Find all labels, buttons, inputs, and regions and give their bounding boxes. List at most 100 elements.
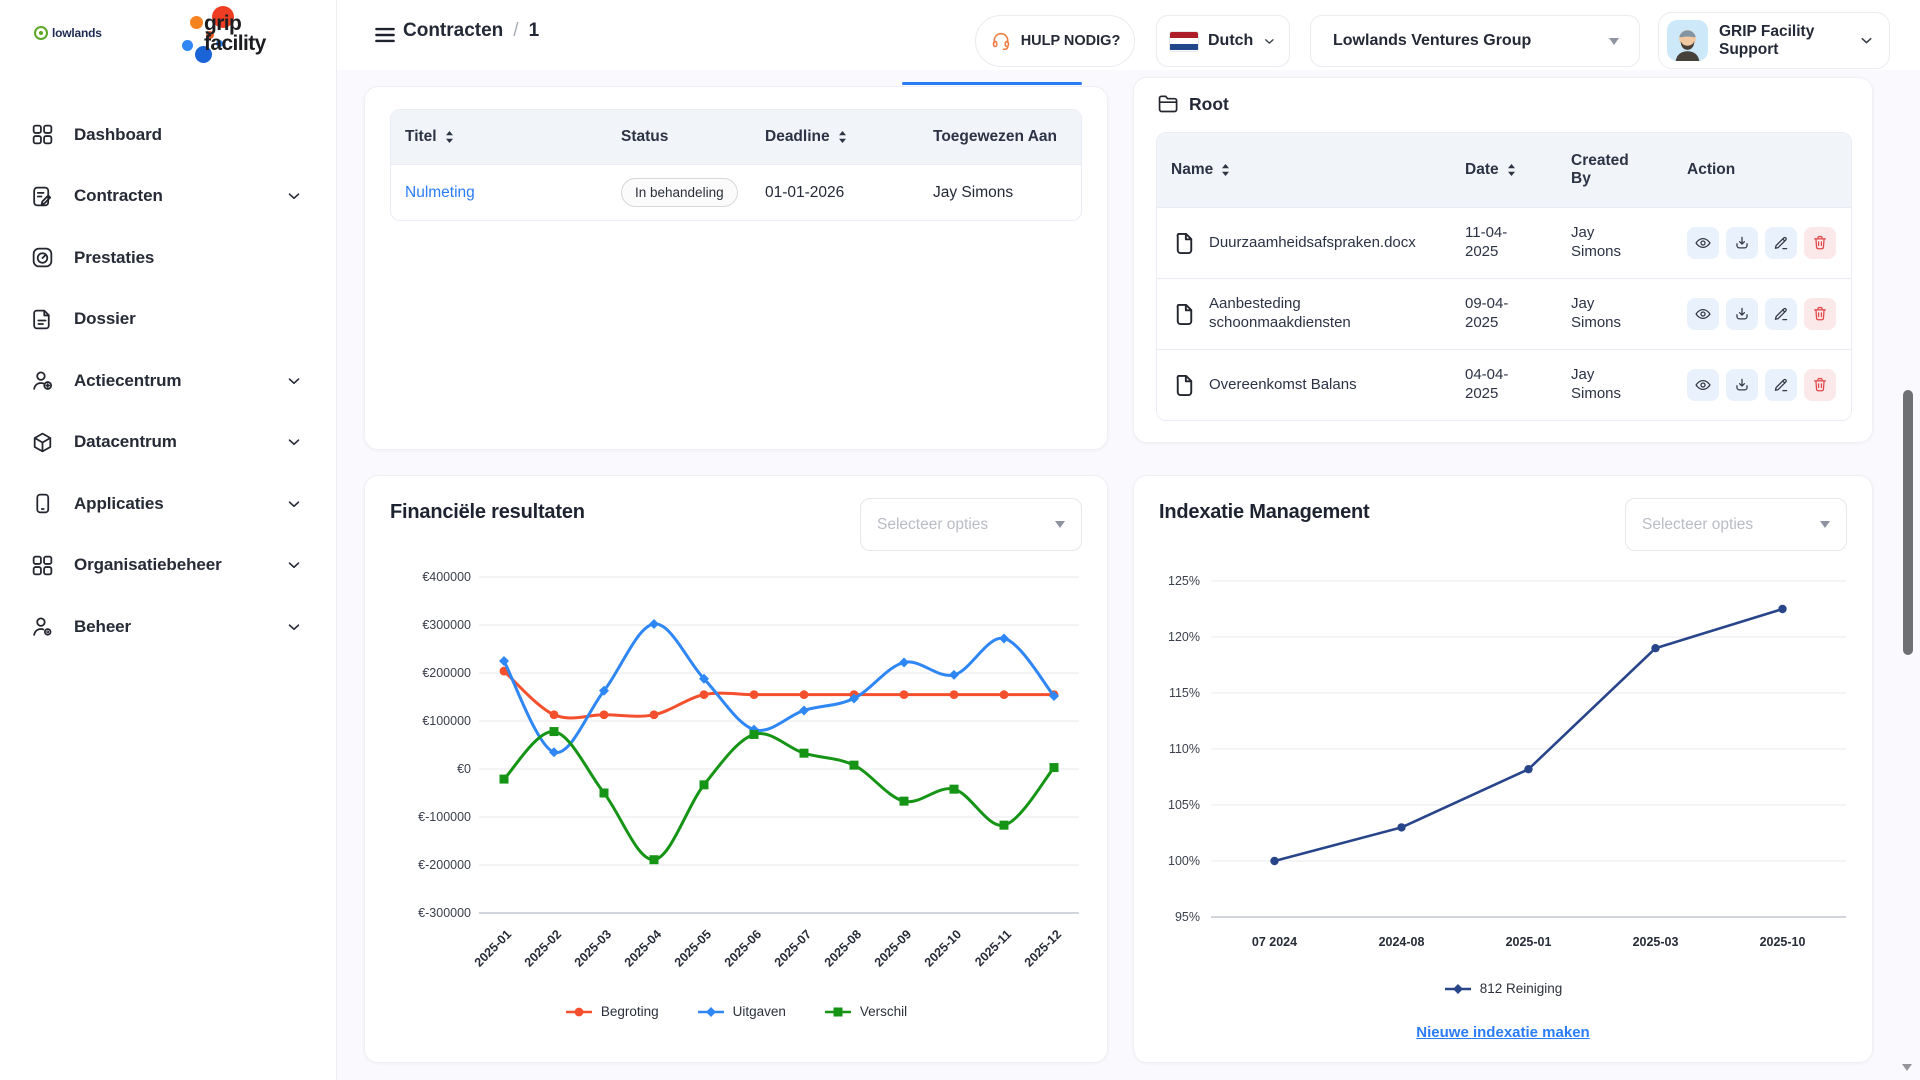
document-date: 04-04-2025: [1465, 366, 1527, 404]
download-document-button[interactable]: [1726, 227, 1758, 259]
caret-down-icon: [1609, 38, 1619, 45]
sidebar-item-organisatiebeheer[interactable]: Organisatiebeheer: [0, 535, 337, 597]
tasks-card: Titel Status Deadline Toegewezen Aan Nul…: [364, 86, 1108, 450]
sidebar-item-applicaties[interactable]: Applicaties: [0, 473, 337, 535]
help-button[interactable]: HULP NODIG?: [975, 15, 1135, 67]
edit-document-button[interactable]: [1765, 227, 1797, 259]
file-icon: [1171, 301, 1198, 328]
document-name[interactable]: Aanbesteding schoonmaakdiensten: [1209, 295, 1424, 333]
new-indexation-link[interactable]: Nieuwe indexatie maken: [1416, 1024, 1589, 1041]
svg-text:2025-06: 2025-06: [722, 927, 764, 969]
sidebar-item-beheer[interactable]: Beheer: [0, 596, 337, 658]
trash-icon: [1811, 305, 1829, 323]
sort-icon: [1506, 163, 1517, 177]
eye-icon: [1694, 376, 1712, 394]
column-header-date[interactable]: Date: [1451, 161, 1557, 179]
breadcrumb-page: 1: [529, 20, 540, 42]
column-header-toegewezen-aan: Toegewezen Aan: [919, 128, 1081, 146]
svg-text:2025-07: 2025-07: [772, 927, 814, 969]
scrollbar-thumb[interactable]: [1903, 390, 1913, 655]
folder-root[interactable]: Root: [1156, 92, 1229, 116]
organization-dropdown[interactable]: Lowlands Ventures Group: [1310, 15, 1640, 67]
download-icon: [1733, 376, 1751, 394]
sidebar-item-dossier[interactable]: Dossier: [0, 289, 337, 351]
svg-text:2025-12: 2025-12: [1022, 927, 1064, 969]
contract-icon: [30, 183, 56, 209]
sidebar: lowlands gripfacility Dashboard Contract…: [0, 0, 337, 1080]
language-dropdown[interactable]: Dutch: [1156, 15, 1290, 67]
svg-text:2025-10: 2025-10: [1760, 935, 1806, 949]
sidebar-item-contracten[interactable]: Contracten: [0, 166, 337, 228]
sidebar-item-datacentrum[interactable]: Datacentrum: [0, 412, 337, 474]
caret-down-icon: [1820, 521, 1830, 528]
svg-text:€0: €0: [457, 762, 471, 776]
user-gear-icon: [30, 614, 56, 640]
svg-text:07 2024: 07 2024: [1252, 935, 1297, 949]
legend-item-verschil[interactable]: Verschil: [824, 1004, 907, 1019]
legend-item-812-reiniging[interactable]: 812 Reiniging: [1444, 981, 1563, 996]
svg-text:2025-03: 2025-03: [1633, 935, 1679, 949]
svg-text:2025-10: 2025-10: [922, 927, 964, 969]
svg-text:€400000: €400000: [422, 570, 471, 584]
sidebar-item-actiecentrum[interactable]: Actiecentrum: [0, 350, 337, 412]
delete-document-button[interactable]: [1804, 369, 1836, 401]
task-deadline: 01-01-2026: [751, 184, 919, 202]
financial-filter-select[interactable]: Selecteer opties: [860, 498, 1082, 551]
breadcrumb-section[interactable]: Contracten: [403, 20, 503, 42]
scrollbar-down-arrow[interactable]: [1902, 1064, 1912, 1071]
sidebar-item-prestaties[interactable]: Prestaties: [0, 227, 337, 289]
task-title-link[interactable]: Nulmeting: [405, 184, 475, 202]
svg-text:2025-08: 2025-08: [822, 927, 864, 969]
download-icon: [1733, 305, 1751, 323]
document-name[interactable]: Overeenkomst Balans: [1209, 376, 1357, 395]
breadcrumb-separator: /: [513, 20, 518, 42]
documents-card: Root Name Date Created By Action Duurzaa…: [1133, 77, 1873, 443]
eye-icon: [1694, 305, 1712, 323]
trash-icon: [1811, 234, 1829, 252]
tasks-table-header: Titel Status Deadline Toegewezen Aan: [391, 110, 1081, 164]
sidebar-menu: Dashboard Contracten Prestaties Dossier …: [0, 104, 337, 658]
document-name[interactable]: Duurzaamheidsafspraken.docx: [1209, 234, 1416, 253]
legend-item-begroting[interactable]: Begroting: [565, 1004, 659, 1019]
user-profile-dropdown[interactable]: GRIP Facility Support: [1658, 12, 1890, 69]
indexation-chart-title: Indexatie Management: [1159, 501, 1370, 524]
view-document-button[interactable]: [1687, 227, 1719, 259]
column-header-status: Status: [607, 128, 751, 146]
view-document-button[interactable]: [1687, 369, 1719, 401]
file-icon: [1171, 372, 1198, 399]
svg-text:€100000: €100000: [422, 714, 471, 728]
financial-results-card: Financiële resultaten Selecteer opties €…: [364, 475, 1108, 1063]
svg-text:120%: 120%: [1168, 630, 1200, 644]
sort-icon: [837, 130, 848, 144]
document-created-by: Jay Simons: [1571, 295, 1641, 333]
sidebar-item-dashboard[interactable]: Dashboard: [0, 104, 337, 166]
edit-document-button[interactable]: [1765, 298, 1797, 330]
indexation-filter-select[interactable]: Selecteer opties: [1625, 498, 1847, 551]
column-header-deadline[interactable]: Deadline: [751, 128, 919, 146]
eye-icon: [1694, 234, 1712, 252]
netherlands-flag-icon: [1169, 31, 1199, 52]
edit-document-button[interactable]: [1765, 369, 1797, 401]
legend-item-uitgaven[interactable]: Uitgaven: [697, 1004, 786, 1019]
download-document-button[interactable]: [1726, 369, 1758, 401]
active-tab-indicator: [902, 82, 1082, 85]
svg-text:2025-02: 2025-02: [522, 927, 564, 969]
download-icon: [1733, 234, 1751, 252]
page-scrollbar[interactable]: [1902, 0, 1918, 1080]
column-header-name[interactable]: Name: [1157, 161, 1451, 179]
breadcrumb: Contracten / 1: [403, 20, 539, 42]
organization-label: Lowlands Ventures Group: [1333, 32, 1609, 50]
column-header-titel[interactable]: Titel: [391, 128, 607, 146]
grip-facility-logo[interactable]: gripfacility: [168, 4, 308, 66]
document-row: Duurzaamheidsafspraken.docx 11-04-2025 J…: [1157, 207, 1851, 278]
delete-document-button[interactable]: [1804, 227, 1836, 259]
delete-document-button[interactable]: [1804, 298, 1836, 330]
hamburger-menu-icon[interactable]: [372, 22, 398, 48]
document-created-by: Jay Simons: [1571, 224, 1641, 262]
download-document-button[interactable]: [1726, 298, 1758, 330]
view-document-button[interactable]: [1687, 298, 1719, 330]
indexation-line-chart: 125%120%115%110%105%100%95%07 20242024-0…: [1134, 561, 1874, 961]
document-row: Overeenkomst Balans 04-04-2025 Jay Simon…: [1157, 349, 1851, 420]
column-header-action: Action: [1673, 161, 1851, 179]
app-logo-text: gripfacility: [204, 14, 266, 54]
